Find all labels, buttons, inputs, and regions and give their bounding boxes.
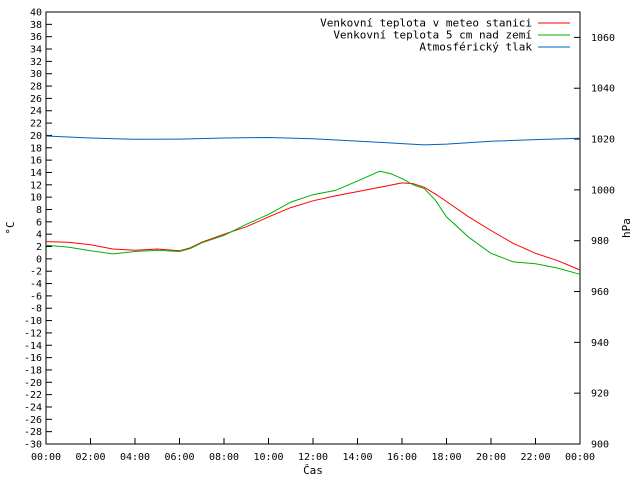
y-left-tick-label: -26 bbox=[24, 415, 42, 426]
y-right-tick-label: 900 bbox=[591, 440, 609, 451]
y-right-tick-label: 1000 bbox=[591, 185, 615, 196]
y-axis-right-label: hPa bbox=[620, 218, 633, 238]
y-left-tick-label: 38 bbox=[30, 20, 42, 31]
x-tick-label: 14:00 bbox=[342, 452, 372, 463]
y-left-tick-label: -10 bbox=[24, 316, 42, 327]
y-right-tick-label: 940 bbox=[591, 338, 609, 349]
y-right-tick-label: 920 bbox=[591, 389, 609, 400]
y-right-tick-label: 980 bbox=[591, 236, 609, 247]
x-axis-label: Čas bbox=[303, 464, 323, 477]
y-left-tick-label: 36 bbox=[30, 32, 42, 43]
y-left-tick-label: 18 bbox=[30, 143, 42, 154]
y-left-tick-label: 12 bbox=[30, 180, 42, 191]
legend-label-3: Atmosférický tlak bbox=[419, 41, 532, 54]
x-tick-label: 22:00 bbox=[520, 452, 550, 463]
x-tick-label: 10:00 bbox=[253, 452, 283, 463]
y-left-tick-label: -20 bbox=[24, 378, 42, 389]
y-left-tick-label: -6 bbox=[30, 291, 42, 302]
x-tick-label: 04:00 bbox=[120, 452, 150, 463]
legend-label-1: Venkovní teplota v meteo stanici bbox=[320, 17, 532, 30]
y-left-tick-label: 34 bbox=[30, 45, 42, 56]
y-right-tick-label: 1020 bbox=[591, 135, 615, 146]
y-left-tick-label: -2 bbox=[30, 267, 42, 278]
y-left-tick-label: 30 bbox=[30, 69, 42, 80]
plot-frame bbox=[45, 11, 581, 445]
series-lines bbox=[45, 135, 581, 275]
x-tick-label: 12:00 bbox=[298, 452, 328, 463]
y-left-tick-label: -18 bbox=[24, 365, 42, 376]
y-left-tick-label: -4 bbox=[30, 279, 42, 290]
x-tick-label: 18:00 bbox=[431, 452, 461, 463]
y-left-tick-label: -16 bbox=[24, 353, 42, 364]
y-left-tick-label: 40 bbox=[30, 8, 42, 19]
y-left-tick-label: 0 bbox=[36, 254, 42, 265]
y-left-tick-label: -28 bbox=[24, 427, 42, 438]
y-left-tick-label: 24 bbox=[30, 106, 42, 117]
series-line-1 bbox=[45, 182, 581, 271]
y-left-tick-label: 10 bbox=[30, 193, 42, 204]
x-tick-label: 06:00 bbox=[164, 452, 194, 463]
y-left-tick-label: -12 bbox=[24, 328, 42, 339]
y-left-tick-label: 4 bbox=[36, 230, 42, 241]
y-right-tick-label: 1040 bbox=[591, 84, 615, 95]
series-line-2 bbox=[45, 170, 581, 275]
y-left-tick-label: -24 bbox=[24, 402, 42, 413]
y-left-tick-label: 2 bbox=[36, 242, 42, 253]
y-left-tick-label: 22 bbox=[30, 119, 42, 130]
legend-label-2: Venkovní teplota 5 cm nad zemí bbox=[333, 29, 532, 42]
y-right-tick-label: 1060 bbox=[591, 33, 615, 44]
x-tick-label: 16:00 bbox=[387, 452, 417, 463]
series-line-3 bbox=[45, 135, 581, 146]
x-tick-label: 00:00 bbox=[565, 452, 595, 463]
y-left-tick-label: -8 bbox=[30, 304, 42, 315]
y-left-tick-label: 16 bbox=[30, 156, 42, 167]
y-left-tick-label: 8 bbox=[36, 205, 42, 216]
x-tick-label: 20:00 bbox=[476, 452, 506, 463]
x-tick-label: 02:00 bbox=[75, 452, 105, 463]
y-left-tick-label: -22 bbox=[24, 390, 42, 401]
y-left-tick-label: 14 bbox=[30, 168, 42, 179]
y-left-tick-label: 20 bbox=[30, 131, 42, 142]
y-right-tick-label: 960 bbox=[591, 287, 609, 298]
legend: Venkovní teplota v meteo staniciVenkovní… bbox=[320, 17, 570, 54]
y-left-tick-label: -14 bbox=[24, 341, 42, 352]
y-left-tick-label: 6 bbox=[36, 217, 42, 228]
ticks: -30-28-26-24-22-20-18-16-14-12-10-8-6-4-… bbox=[24, 8, 615, 464]
x-tick-label: 08:00 bbox=[209, 452, 239, 463]
y-left-tick-label: 28 bbox=[30, 82, 42, 93]
y-left-tick-label: 32 bbox=[30, 57, 42, 68]
y-left-tick-label: 26 bbox=[30, 94, 42, 105]
y-left-tick-label: -30 bbox=[24, 440, 42, 451]
y-axis-left-label: °C bbox=[4, 221, 17, 234]
x-tick-label: 00:00 bbox=[31, 452, 61, 463]
